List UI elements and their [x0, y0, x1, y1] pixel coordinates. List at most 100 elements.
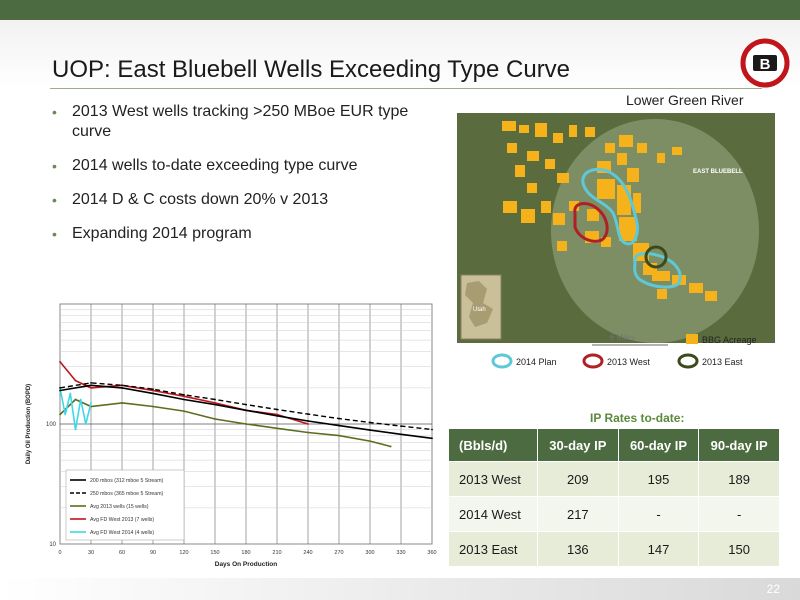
bullet-text: 2013 West wells tracking >250 MBoe EUR t…	[72, 103, 409, 140]
legend-west-2013-label: 2013 West	[607, 357, 650, 367]
table-cell: 2014 West	[448, 496, 538, 532]
table-cell: 195	[617, 461, 700, 497]
data-point	[183, 410, 185, 413]
focus-area-highlight	[551, 119, 759, 343]
data-point	[121, 401, 123, 404]
data-point	[214, 401, 216, 404]
scale-label: 6 Miles	[610, 333, 635, 342]
column-header: (Bbls/d)	[448, 428, 538, 462]
top-accent-bar	[0, 0, 800, 20]
data-point	[69, 392, 72, 395]
x-tick-label: 180	[241, 550, 250, 556]
x-tick-label: 330	[396, 550, 405, 556]
data-point	[307, 413, 309, 415]
legend-plan-2014-label: 2014 Plan	[516, 357, 557, 367]
company-logo: B	[740, 38, 790, 88]
title-band	[0, 20, 800, 92]
table-cell: 189	[698, 461, 780, 497]
data-point	[214, 418, 216, 420]
legend-entry: 250 mbos (365 mboe 5 Stream)	[90, 491, 164, 497]
chart-legend-box	[65, 469, 185, 541]
table-row: 2013 West 209 195 189	[448, 461, 780, 497]
footer-bar	[0, 578, 800, 600]
legend-east-2013-label: 2013 East	[702, 357, 743, 367]
data-point	[59, 413, 61, 416]
data-point	[59, 386, 61, 389]
data-point	[276, 408, 278, 411]
data-point	[183, 398, 185, 401]
east-2013-outline	[644, 245, 668, 269]
data-point	[64, 413, 67, 416]
data-point	[90, 386, 92, 389]
legend-acreage-label: BBG Acreage	[702, 335, 757, 345]
x-tick-label: 90	[150, 550, 156, 556]
bullet-item: • Expanding 2014 program	[52, 225, 252, 242]
plan-2014-outline	[581, 168, 639, 246]
data-point	[400, 425, 402, 428]
ip-table-caption: IP Rates to-date:	[590, 411, 685, 425]
data-point	[389, 445, 392, 448]
data-point	[152, 388, 154, 391]
data-point	[214, 403, 216, 406]
plan-2014-outline	[633, 252, 682, 289]
data-point	[400, 433, 402, 436]
y-axis-label: Daily Oil Production (BOPD)	[26, 384, 32, 464]
acreage-swatch	[686, 334, 698, 344]
table-cell: 150	[698, 531, 780, 567]
data-point	[59, 360, 61, 363]
x-tick-label: 150	[210, 550, 219, 556]
data-point	[276, 427, 278, 430]
data-point	[90, 382, 92, 384]
data-point	[121, 384, 123, 387]
data-point	[338, 417, 340, 420]
legend-entry: Avg FD West 2014 (4 wells)	[90, 530, 154, 536]
data-point	[369, 440, 371, 443]
table-cell: 209	[537, 461, 619, 497]
data-point	[431, 428, 433, 431]
map-area-label: EAST BLUEBELL	[693, 169, 743, 175]
data-point	[79, 398, 82, 401]
table-cell: -	[698, 496, 780, 532]
bullet-text: 2014 D & C costs down 20% v 2013	[72, 191, 329, 208]
x-tick-label: 120	[179, 550, 188, 556]
bullet-item: • 2013 West wells tracking >250 MBoe EUR …	[52, 103, 409, 140]
x-tick-label: 270	[334, 550, 343, 556]
data-point	[245, 409, 247, 412]
data-point	[90, 384, 92, 387]
table-cell: 147	[617, 531, 700, 567]
data-point	[152, 389, 154, 392]
table-cell: -	[617, 496, 700, 532]
bullet-list: • 2013 West wells tracking >250 MBoe EUR …	[52, 102, 432, 258]
utah-inset-shape	[465, 281, 493, 327]
ip-rates-table: (Bbls/d) 30-day IP 60-day IP 90-day IP 2…	[448, 428, 780, 567]
table-row: 2013 East 136 147 150	[448, 531, 780, 567]
table-cell: 2013 East	[448, 531, 538, 567]
data-point	[338, 424, 340, 427]
x-tick-label: 240	[303, 550, 312, 556]
table-cell: 136	[537, 531, 619, 567]
data-point	[74, 379, 77, 382]
x-tick-label: 30	[88, 550, 94, 556]
data-point	[245, 423, 247, 425]
west-2013-outline	[573, 202, 609, 243]
data-point	[84, 423, 87, 425]
table-cell: 217	[537, 496, 619, 532]
page-number: 22	[766, 582, 780, 596]
legend-west-2013-swatch	[582, 353, 604, 369]
legend-plan-2014-swatch	[491, 353, 513, 369]
y-tick-label: 10	[49, 542, 56, 548]
x-tick-label: 210	[272, 550, 281, 556]
bullet-item: • 2014 wells to-date exceeding type curve	[52, 157, 358, 174]
x-tick-label: 300	[365, 550, 374, 556]
data-point	[245, 403, 247, 406]
table-row: 2014 West 217 - -	[448, 496, 780, 532]
utah-inset-label: Utah	[473, 307, 486, 313]
bbg-acreage-blocks	[502, 121, 717, 301]
data-point	[307, 431, 309, 434]
data-point	[307, 423, 309, 425]
data-point	[276, 414, 278, 417]
data-point	[90, 401, 92, 404]
data-point	[74, 428, 77, 431]
x-tick-label: 360	[427, 550, 436, 556]
legend-entry: 200 mbos (312 mboe 5 Stream)	[90, 478, 164, 484]
